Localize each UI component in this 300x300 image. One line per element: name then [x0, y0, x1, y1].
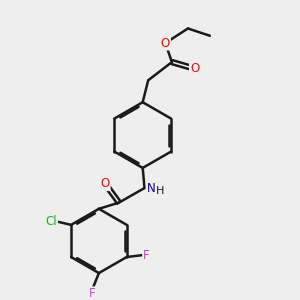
Text: O: O	[190, 62, 199, 75]
Text: F: F	[143, 249, 150, 262]
Text: O: O	[161, 37, 170, 50]
Text: N: N	[147, 182, 155, 194]
Text: Cl: Cl	[46, 215, 57, 228]
Text: O: O	[100, 177, 110, 190]
Text: H: H	[156, 186, 165, 196]
Text: F: F	[89, 287, 96, 300]
